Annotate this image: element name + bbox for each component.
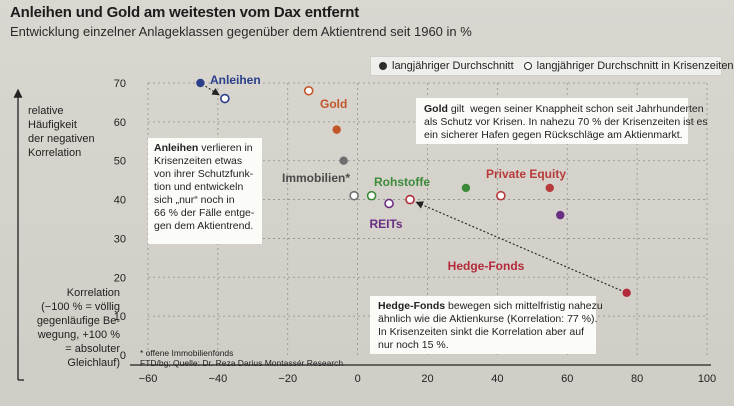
open-dot-icon bbox=[523, 62, 532, 70]
chart-subtitle: Entwicklung einzelner Anlageklassen gege… bbox=[10, 24, 472, 39]
y-axis-label: relative Häufigkeit der negativen Korrel… bbox=[28, 105, 95, 159]
point-filled-private-equity bbox=[545, 183, 554, 193]
y-tick-label: 60 bbox=[114, 117, 126, 129]
gold-info-box: Gold gilt wegen seiner Knappheit schon s… bbox=[416, 98, 708, 144]
point-filled-hedge-fonds bbox=[622, 288, 631, 298]
correlation-note: Korrelation (−100 % = völlig gegenläufig… bbox=[36, 287, 120, 369]
x-tick-label: 60 bbox=[561, 373, 573, 385]
y-tick-label: 50 bbox=[114, 156, 126, 168]
point-label-private-equity: Private Equity bbox=[486, 167, 566, 181]
point-filled-reits bbox=[556, 210, 565, 220]
chart-title: Anleihen und Gold am weitesten vom Dax e… bbox=[10, 4, 359, 21]
y-tick-label: 40 bbox=[114, 195, 126, 207]
y-tick-label: 20 bbox=[114, 272, 126, 284]
x-tick-label: 40 bbox=[491, 373, 503, 385]
hedge-box-text: bewegen sich mittelfristig nahezu ähnlic… bbox=[378, 300, 603, 351]
gold-box-title: Gold bbox=[424, 103, 448, 115]
point-filled-anleihen bbox=[196, 78, 205, 88]
legend: langjähriger Durchschnitt langjähriger D… bbox=[370, 56, 734, 76]
y-tick-label: 10 bbox=[114, 311, 126, 323]
hedge-info-box: Hedge-Fonds bewegen sich mittelfristig n… bbox=[370, 296, 603, 354]
point-open-immobilien bbox=[349, 190, 359, 201]
point-open-private-equity bbox=[496, 190, 506, 201]
point-filled-immobilien bbox=[339, 156, 348, 165]
x-tick-label: 100 bbox=[698, 373, 716, 385]
y-tick-label: 0 bbox=[120, 350, 126, 362]
gold-box-text: gilt wegen seiner Knappheit schon seit J… bbox=[424, 103, 708, 141]
point-label-gold: Gold bbox=[320, 97, 347, 111]
anleihen-box-title: Anleihen bbox=[154, 142, 199, 154]
legend-item-open: langjähriger Durchschnitt in Krisenzeite… bbox=[523, 60, 734, 72]
point-filled-rohstoffe bbox=[461, 183, 471, 193]
legend-label-filled: langjähriger Durchschnitt bbox=[392, 60, 514, 72]
footnote: * offene Immobilienfonds bbox=[140, 348, 234, 358]
point-filled-gold bbox=[332, 125, 341, 134]
point-label-rohstoffe: Rohstoffe bbox=[374, 175, 430, 189]
source-note: FTD/bg; Quelle: Dr. Reza Darius Montassé… bbox=[140, 358, 344, 368]
arrow-hedge-fonds bbox=[415, 201, 622, 291]
anleihen-box-text: verlieren in Krisenzeiten etwas von ihre… bbox=[154, 142, 255, 232]
hedge-box-title: Hedge-Fonds bbox=[378, 300, 446, 312]
y-tick-label: 70 bbox=[114, 78, 126, 90]
point-label-immobilien: Immobilien* bbox=[282, 171, 350, 185]
x-tick-label: −60 bbox=[139, 373, 158, 385]
point-open-anleihen bbox=[220, 93, 230, 104]
point-open-reits bbox=[384, 198, 394, 209]
x-tick-label: −20 bbox=[278, 373, 297, 385]
point-open-gold bbox=[303, 85, 314, 96]
x-tick-label: −40 bbox=[209, 373, 228, 385]
x-tick-label: 20 bbox=[421, 373, 433, 385]
point-label-anleihen: Anleihen bbox=[210, 73, 261, 87]
filled-dot-icon bbox=[379, 62, 387, 70]
point-label-reits: REITs bbox=[369, 217, 402, 231]
arrow-anleihen bbox=[205, 85, 220, 96]
x-tick-label: 0 bbox=[355, 373, 361, 385]
legend-item-filled: langjähriger Durchschnitt bbox=[379, 60, 514, 72]
point-open-rohstoffe bbox=[366, 190, 377, 201]
point-label-hedge-fonds: Hedge-Fonds bbox=[448, 259, 525, 273]
legend-label-open: langjähriger Durchschnitt in Krisenzeite… bbox=[536, 60, 734, 72]
x-tick-label: 80 bbox=[631, 373, 643, 385]
point-open-hedge-fonds bbox=[405, 194, 415, 205]
y-tick-label: 30 bbox=[114, 233, 126, 245]
anleihen-info-box: Anleihen verlieren in Krisenzeiten etwas… bbox=[148, 138, 262, 244]
